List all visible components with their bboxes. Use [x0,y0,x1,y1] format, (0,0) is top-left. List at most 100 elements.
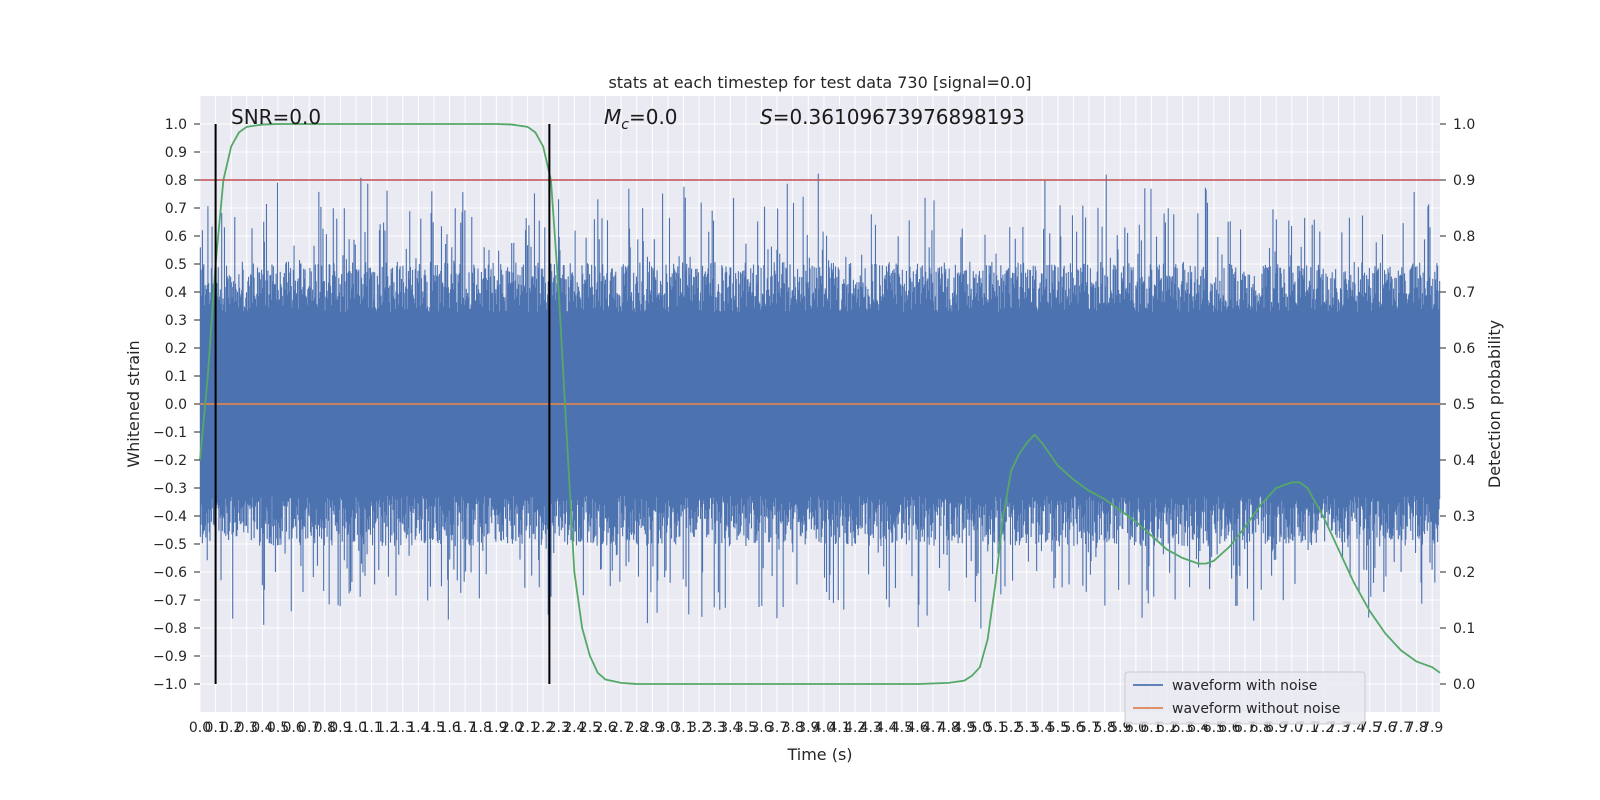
y-tick-label: 0.9 [165,145,187,161]
y-axis-label: Whitened strain [124,340,143,467]
x-ticks: 0.00.10.20.30.40.50.60.70.80.91.01.11.21… [189,720,1443,736]
x-tick-label: 4.1 [828,720,850,736]
x-tick-label: 0.6 [282,720,304,736]
x-tick-label: 5.4 [1031,720,1053,736]
y-tick-label: −0.7 [153,593,187,609]
y-tick-label: −0.6 [153,565,187,581]
x-tick-label: 1.7 [454,720,476,736]
x-tick-label: 1.6 [438,720,460,736]
x-tick-label: 5.1 [984,720,1006,736]
x-tick-label: 0.7 [298,720,320,736]
y-tick-label: 0.3 [165,313,187,329]
x-tick-label: 2.5 [579,720,601,736]
x-tick-label: 0.9 [329,720,351,736]
x-tick-label: 7.6 [1374,720,1396,736]
x-tick-label: 4.0 [813,720,835,736]
x-tick-label: 4.4 [875,720,897,736]
x-tick-label: 4.6 [906,720,928,736]
series-detection-probability [199,123,1441,685]
y-tick-label: 1.0 [165,117,187,133]
x-tick-label: 3.9 [797,720,819,736]
x-tick-label: 4.3 [860,720,882,736]
y-tick-label: 0.7 [165,201,187,217]
x-tick-label: 1.2 [376,720,398,736]
x-tick-label: 1.8 [470,720,492,736]
y2-axis-label: Detection probability [1485,320,1504,488]
y2-tick-label: 0.0 [1453,677,1475,693]
x-tick-label: 2.8 [626,720,648,736]
y-ticks: 1.0 0.9 0.8 0.7 0.6 0.5 0.4 0.3 0.2 0.1 0.0 −0.1 −0.… [153,117,200,693]
x-tick-label: 2.4 [563,720,585,736]
y-tick-label: 0.5 [165,257,187,273]
x-tick-label: 5.9 [1109,720,1131,736]
x-tick-label: 2.9 [641,720,663,736]
x-tick-label: 0.8 [314,720,336,736]
y-tick-label: 0.1 [165,369,187,385]
y-tick-label: −1.0 [153,677,187,693]
x-tick-label: 3.2 [688,720,710,736]
x-tick-label: 5.3 [1016,720,1038,736]
y2-tick-label: 0.3 [1453,509,1475,525]
x-tick-label: 5.2 [1000,720,1022,736]
x-tick-label: 3.5 [735,720,757,736]
x-tick-label: 4.9 [953,720,975,736]
y-tick-label: −0.1 [153,425,187,441]
x-tick-label: 7.7 [1390,720,1412,736]
s-value: =0.36109673976898193 [773,105,1025,129]
x-tick-label: 5.6 [1062,720,1084,736]
x-tick-label: 7.9 [1421,720,1443,736]
s-annotation: S=0.36109673976898193 [760,105,1025,129]
y-tick-label: 0.8 [165,173,187,189]
y2-tick-label: 0.5 [1453,397,1475,413]
x-tick-label: 2.0 [501,720,523,736]
x-tick-label: 2.7 [610,720,632,736]
y2-ticks: 1.0 0.9 0.8 0.7 0.6 0.5 0.4 0.3 0.2 0.1 0.0 [1440,117,1475,693]
x-tick-label: 5.8 [1094,720,1116,736]
x-tick-label: 3.1 [672,720,694,736]
line-series [199,123,1441,685]
chart-title: stats at each timestep for test data 730… [608,73,1031,92]
x-tick-label: 5.0 [969,720,991,736]
x-tick-label: 4.8 [938,720,960,736]
y-tick-label: −0.5 [153,537,187,553]
y2-tick-label: 0.6 [1453,341,1475,357]
mc-value: =0.0 [629,105,678,129]
x-tick-label: 1.4 [407,720,429,736]
legend-label-noise: waveform with noise [1172,678,1317,694]
mc-annotation: Mc=0.0 [604,105,678,133]
mc-subscript: c [621,117,629,133]
x-tick-label: 3.0 [657,720,679,736]
x-tick-label: 5.7 [1078,720,1100,736]
y2-tick-label: 1.0 [1453,117,1475,133]
x-tick-label: 1.5 [423,720,445,736]
x-tick-label: 1.3 [392,720,414,736]
y-tick-label: −0.9 [153,649,187,665]
y2-tick-label: 0.8 [1453,229,1475,245]
y-tick-label: −0.2 [153,453,187,469]
snr-annotation: SNR=0.0 [231,105,321,129]
x-tick-label: 4.2 [844,720,866,736]
x-tick-label: 2.1 [516,720,538,736]
y2-tick-label: 0.2 [1453,565,1475,581]
x-tick-label: 3.6 [750,720,772,736]
x-tick-label: 0.0 [189,720,211,736]
x-tick-label: 4.5 [891,720,913,736]
x-tick-label: 2.3 [548,720,570,736]
x-tick-label: 3.7 [766,720,788,736]
x-tick-label: 0.2 [220,720,242,736]
y-tick-label: 0.2 [165,341,187,357]
x-tick-label: 2.6 [594,720,616,736]
y2-tick-label: 0.9 [1453,173,1475,189]
x-tick-label: 7.5 [1359,720,1381,736]
legend-box [1124,671,1366,725]
x-tick-label: 2.2 [532,720,554,736]
y-tick-label: 0.6 [165,229,187,245]
x-axis-label: Time (s) [786,745,852,764]
x-tick-label: 0.3 [236,720,258,736]
x-tick-label: 7.8 [1405,720,1427,736]
x-tick-label: 5.5 [1047,720,1069,736]
x-tick-label: 3.4 [719,720,741,736]
y-tick-label: −0.3 [153,481,187,497]
y2-tick-label: 0.1 [1453,621,1475,637]
